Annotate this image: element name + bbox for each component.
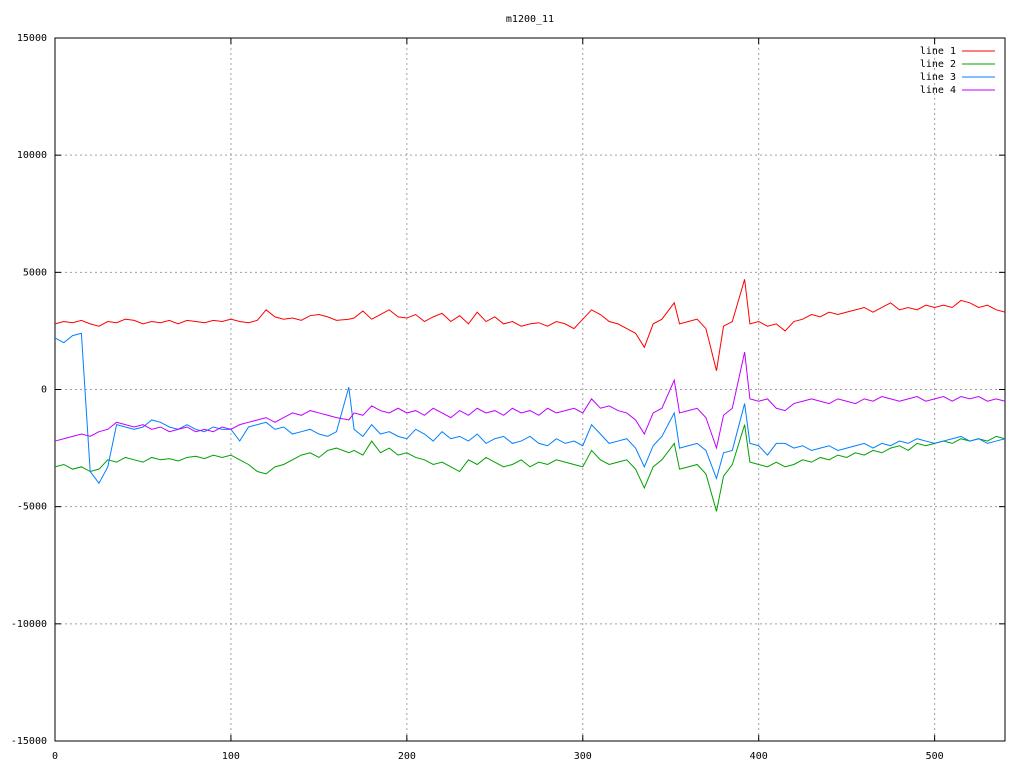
data-line bbox=[54, 351, 1006, 450]
data-line bbox=[54, 279, 1006, 371]
y-tick-label: -5000 bbox=[17, 502, 47, 513]
legend-label: line 4 bbox=[920, 85, 956, 96]
y-tick-label: -10000 bbox=[11, 619, 47, 630]
x-tick-label: 200 bbox=[398, 751, 416, 762]
chart-title: m1200_11 bbox=[506, 14, 554, 25]
x-tick-label: 300 bbox=[574, 751, 592, 762]
y-tick-label: -15000 bbox=[11, 736, 47, 747]
data-line bbox=[54, 424, 1006, 512]
data-line bbox=[54, 332, 1006, 485]
x-tick-label: 500 bbox=[926, 751, 944, 762]
x-tick-label: 400 bbox=[750, 751, 768, 762]
y-tick-label: 0 bbox=[41, 385, 47, 396]
x-tick-label: 100 bbox=[222, 751, 240, 762]
plot-frame bbox=[54, 37, 1006, 742]
legend-label: line 3 bbox=[920, 72, 956, 83]
y-tick-label: 15000 bbox=[17, 33, 47, 44]
legend-label: line 1 bbox=[920, 46, 956, 57]
y-tick-label: 5000 bbox=[23, 267, 47, 278]
x-tick-label: 0 bbox=[52, 751, 58, 762]
y-tick-label: 10000 bbox=[17, 150, 47, 161]
legend-label: line 2 bbox=[920, 59, 956, 70]
